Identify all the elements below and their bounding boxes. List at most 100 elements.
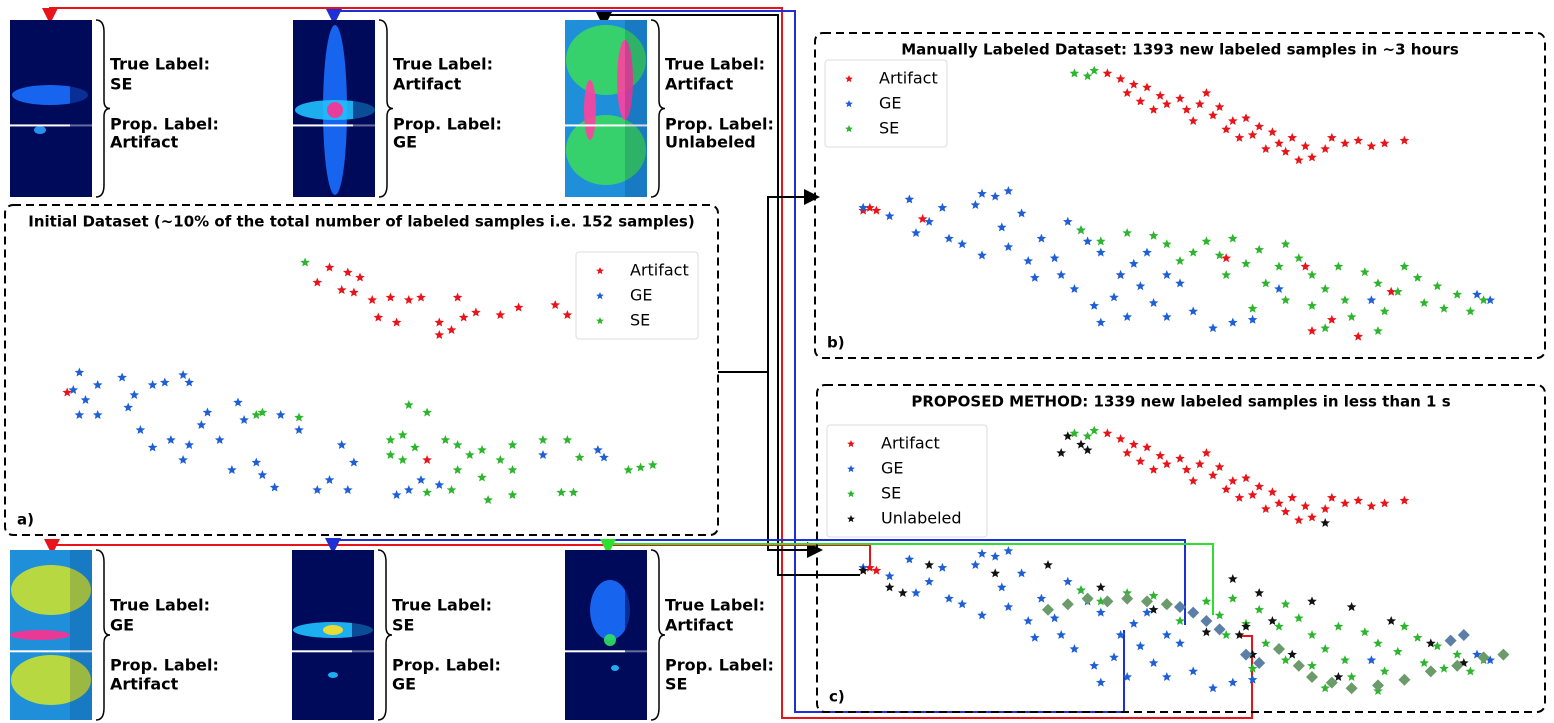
true-label: SE — [110, 75, 132, 94]
star-point — [1089, 65, 1099, 75]
star-point — [1003, 602, 1014, 611]
star-point — [513, 302, 524, 312]
star-point — [196, 420, 207, 429]
connector — [326, 9, 1125, 713]
star-point — [1360, 627, 1370, 637]
spectrogram — [565, 20, 647, 197]
star-point — [452, 292, 463, 302]
star-point — [214, 435, 225, 444]
star-point — [483, 495, 493, 504]
diamond-point — [1345, 682, 1358, 695]
star-point — [1162, 630, 1172, 639]
star-point — [1142, 607, 1152, 617]
brace — [377, 549, 393, 721]
star-point — [1089, 425, 1099, 435]
star-point — [1148, 104, 1159, 114]
star-point — [1261, 144, 1271, 153]
true-heading: True Label: — [393, 55, 493, 74]
legend-box — [575, 251, 699, 340]
star-point — [1234, 492, 1245, 502]
star-point — [1162, 99, 1172, 109]
connector — [767, 372, 823, 558]
star-point — [1307, 152, 1317, 162]
star-point — [1274, 498, 1284, 508]
star-point — [1399, 135, 1410, 145]
diamond-point — [1141, 595, 1153, 608]
panel-title: PROPOSED METHOD: 1339 new labeled sample… — [911, 393, 1450, 411]
star-point — [1353, 331, 1363, 341]
star-point — [397, 455, 408, 464]
star-point — [1082, 431, 1093, 441]
star-point — [1102, 428, 1113, 438]
star-point — [884, 582, 895, 592]
star-point — [1307, 300, 1317, 310]
star-point — [1247, 663, 1258, 673]
diamond-point — [1306, 671, 1318, 683]
star-point — [1208, 110, 1218, 120]
star-point — [404, 295, 414, 304]
star-point — [1353, 495, 1363, 505]
star-point — [1267, 127, 1278, 137]
star-point — [1360, 267, 1370, 277]
star-point — [1320, 504, 1330, 513]
star-point — [1063, 216, 1073, 226]
legend-label: Artifact — [879, 69, 938, 88]
star-point — [1366, 501, 1377, 511]
star-point — [1082, 71, 1093, 81]
diamond-point — [1200, 615, 1213, 627]
image-strip — [625, 550, 647, 720]
star-point — [477, 445, 487, 454]
diamond-point — [1497, 648, 1510, 661]
panel-frame — [816, 384, 1546, 713]
star-point — [1465, 306, 1476, 316]
diamond-point — [1325, 676, 1338, 689]
star-point — [623, 465, 634, 474]
star-point — [1287, 492, 1297, 502]
legend-marker — [845, 100, 853, 108]
star-point — [123, 402, 133, 412]
legend-marker — [845, 125, 853, 133]
true-label: Artifact — [665, 616, 734, 635]
diamond-point — [1042, 603, 1054, 616]
star-point — [471, 307, 481, 317]
star-point — [92, 410, 103, 419]
star-point — [1142, 442, 1152, 452]
star-point — [1102, 68, 1113, 78]
image-strip — [353, 20, 375, 197]
star-point — [1412, 272, 1423, 282]
star-point — [373, 312, 384, 322]
star-point — [568, 487, 579, 497]
star-point — [1142, 82, 1152, 92]
image-blob — [323, 625, 343, 635]
star-point — [1340, 295, 1350, 305]
star-point — [1175, 93, 1185, 103]
legend-marker — [596, 267, 604, 275]
star-point — [251, 410, 262, 419]
star-point — [1201, 236, 1212, 246]
star-point — [1379, 138, 1390, 148]
star-point — [1162, 672, 1172, 681]
star-point — [1254, 588, 1264, 597]
star-point — [1208, 470, 1218, 480]
star-point — [1096, 236, 1106, 246]
star-point — [858, 202, 868, 212]
star-point — [865, 202, 875, 212]
star-point — [550, 300, 560, 309]
star-point — [1096, 582, 1106, 592]
image-blob — [11, 655, 91, 705]
star-point — [1122, 588, 1132, 597]
star-point — [1234, 132, 1245, 142]
star-point — [1399, 495, 1410, 505]
star-point — [416, 292, 426, 302]
panel-label: a) — [17, 511, 34, 529]
legend-marker — [845, 75, 853, 83]
star-point — [1366, 141, 1377, 151]
star-point — [1267, 616, 1278, 625]
star-point — [1333, 672, 1344, 681]
star-point — [944, 593, 954, 603]
star-point — [997, 222, 1007, 232]
star-point — [1340, 655, 1350, 665]
legend-label: SE — [879, 119, 899, 138]
star-point — [1254, 244, 1264, 254]
